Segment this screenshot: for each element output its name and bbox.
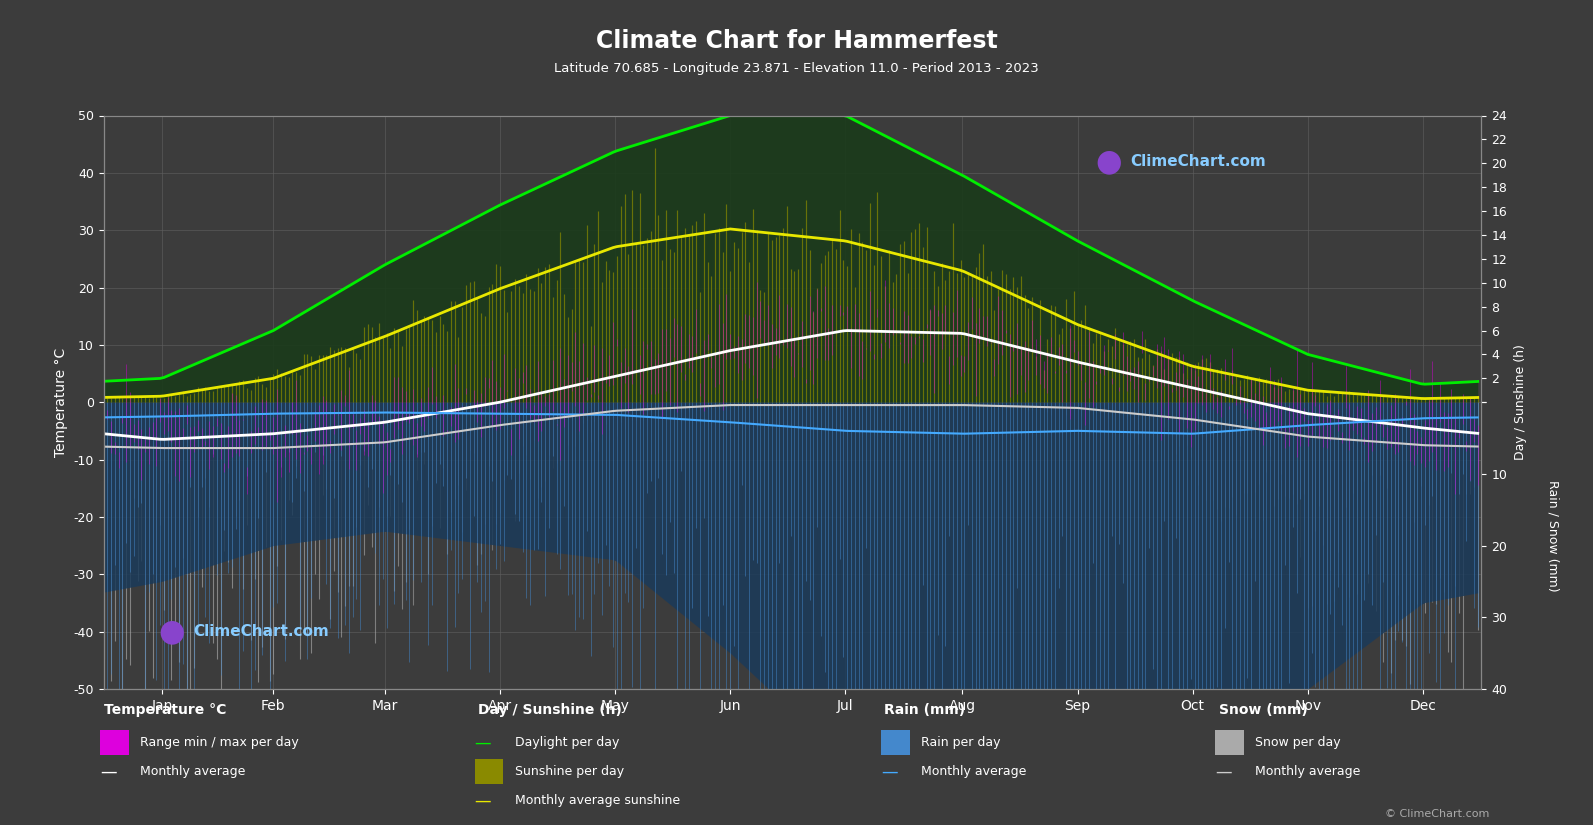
Text: —: — <box>475 733 491 752</box>
Text: © ClimeChart.com: © ClimeChart.com <box>1384 808 1489 818</box>
Text: —: — <box>1215 762 1231 780</box>
Text: Latitude 70.685 - Longitude 23.871 - Elevation 11.0 - Period 2013 - 2023: Latitude 70.685 - Longitude 23.871 - Ele… <box>554 62 1039 75</box>
Text: Snow per day: Snow per day <box>1255 736 1341 749</box>
Text: —: — <box>881 762 897 780</box>
Text: Day / Sunshine (h): Day / Sunshine (h) <box>478 703 621 717</box>
Text: Rain per day: Rain per day <box>921 736 1000 749</box>
Text: —: — <box>475 791 491 809</box>
Text: Sunshine per day: Sunshine per day <box>515 765 624 778</box>
Text: Range min / max per day: Range min / max per day <box>140 736 299 749</box>
Text: Snow (mm): Snow (mm) <box>1219 703 1308 717</box>
Text: Temperature °C: Temperature °C <box>104 703 226 717</box>
Text: Monthly average sunshine: Monthly average sunshine <box>515 794 680 807</box>
Text: Monthly average: Monthly average <box>1255 765 1360 778</box>
Text: ●: ● <box>159 617 185 646</box>
Text: Monthly average: Monthly average <box>921 765 1026 778</box>
Text: Climate Chart for Hammerfest: Climate Chart for Hammerfest <box>596 29 997 53</box>
Text: ClimeChart.com: ClimeChart.com <box>1129 154 1266 169</box>
Text: ●: ● <box>1096 147 1123 176</box>
Y-axis label: Day / Sunshine (h): Day / Sunshine (h) <box>1513 344 1528 460</box>
Text: Daylight per day: Daylight per day <box>515 736 620 749</box>
Text: —: — <box>100 762 116 780</box>
Y-axis label: Temperature °C: Temperature °C <box>54 347 68 457</box>
Text: Monthly average: Monthly average <box>140 765 245 778</box>
Text: Rain (mm): Rain (mm) <box>884 703 965 717</box>
Text: ClimeChart.com: ClimeChart.com <box>193 624 328 639</box>
Text: Rain / Snow (mm): Rain / Snow (mm) <box>1547 480 1560 592</box>
